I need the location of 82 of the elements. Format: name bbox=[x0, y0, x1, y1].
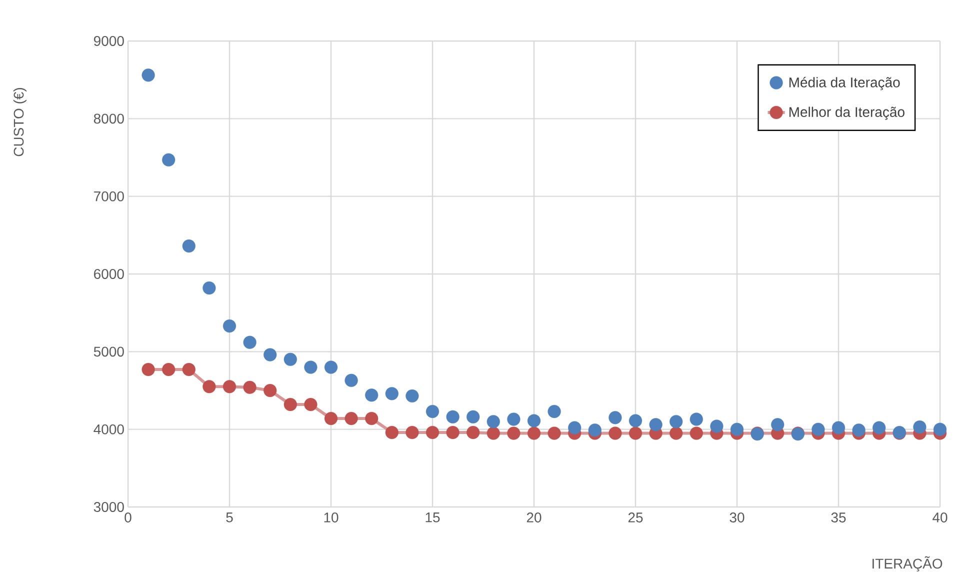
point bbox=[284, 398, 297, 412]
point bbox=[771, 418, 784, 432]
point bbox=[568, 421, 582, 434]
point bbox=[284, 352, 297, 366]
point bbox=[243, 336, 256, 349]
point bbox=[264, 384, 277, 398]
point bbox=[628, 414, 642, 428]
point bbox=[486, 426, 500, 440]
point bbox=[365, 388, 378, 402]
point bbox=[406, 426, 419, 439]
y-tick-label: 4000 bbox=[94, 424, 124, 434]
point bbox=[142, 362, 155, 376]
x-tick-label: 30 bbox=[730, 512, 744, 522]
point bbox=[933, 422, 947, 436]
point bbox=[426, 426, 440, 439]
x-tick-label: 35 bbox=[831, 512, 846, 522]
point bbox=[243, 380, 256, 394]
point bbox=[690, 412, 703, 426]
point bbox=[365, 412, 378, 426]
point bbox=[466, 426, 480, 439]
x-tick-label: 15 bbox=[426, 512, 440, 522]
point bbox=[182, 362, 196, 376]
point bbox=[710, 420, 724, 433]
x-tick-label: 25 bbox=[628, 512, 643, 522]
point bbox=[344, 412, 358, 426]
point bbox=[649, 418, 662, 432]
x-tick-label: 0 bbox=[124, 512, 132, 522]
point bbox=[344, 374, 358, 387]
y-tick-label: 7000 bbox=[94, 191, 124, 202]
point bbox=[385, 387, 398, 400]
x-tick-label: 40 bbox=[932, 512, 948, 522]
point bbox=[527, 414, 541, 428]
x-tick-label: 20 bbox=[526, 512, 542, 522]
y-tick-label: 5000 bbox=[94, 346, 124, 357]
legend-label: Média da Iteração bbox=[789, 76, 900, 90]
point bbox=[304, 398, 318, 412]
point bbox=[486, 415, 500, 428]
point bbox=[730, 422, 744, 436]
point bbox=[162, 362, 176, 376]
point bbox=[446, 426, 460, 439]
point bbox=[466, 410, 480, 424]
point bbox=[872, 421, 886, 434]
point bbox=[507, 426, 520, 440]
point bbox=[628, 426, 642, 440]
point bbox=[406, 389, 419, 402]
point bbox=[832, 421, 846, 434]
y-tick-label: 6000 bbox=[94, 269, 124, 279]
point bbox=[608, 411, 622, 424]
point bbox=[202, 281, 216, 295]
point bbox=[202, 380, 216, 394]
point bbox=[142, 68, 155, 82]
point bbox=[324, 412, 338, 426]
x-tick-label: 10 bbox=[324, 512, 338, 522]
point bbox=[324, 360, 338, 374]
point bbox=[527, 426, 541, 440]
point bbox=[507, 412, 520, 426]
x-axis-title: ITERAÇÃO bbox=[872, 556, 942, 572]
point bbox=[812, 422, 825, 436]
point bbox=[588, 424, 602, 437]
point bbox=[913, 420, 926, 434]
point bbox=[670, 426, 683, 440]
point bbox=[690, 426, 703, 440]
point bbox=[222, 380, 236, 394]
point bbox=[222, 319, 236, 333]
point bbox=[548, 404, 561, 418]
point bbox=[385, 426, 398, 439]
y-tick-label: 3000 bbox=[94, 502, 124, 512]
point bbox=[182, 239, 196, 253]
point bbox=[670, 415, 683, 428]
x-tick-label: 5 bbox=[226, 512, 233, 522]
point bbox=[608, 426, 622, 440]
point bbox=[548, 426, 561, 440]
point bbox=[162, 153, 176, 166]
point bbox=[304, 360, 318, 374]
y-tick-label: 9000 bbox=[94, 36, 124, 46]
point bbox=[446, 410, 460, 424]
point bbox=[852, 424, 866, 437]
y-tick-label: 8000 bbox=[94, 114, 124, 124]
point bbox=[426, 404, 440, 418]
y-axis-title: CUSTO (€) bbox=[13, 88, 26, 156]
legend-label: Melhor da Iteração bbox=[789, 106, 904, 120]
point bbox=[264, 348, 277, 362]
